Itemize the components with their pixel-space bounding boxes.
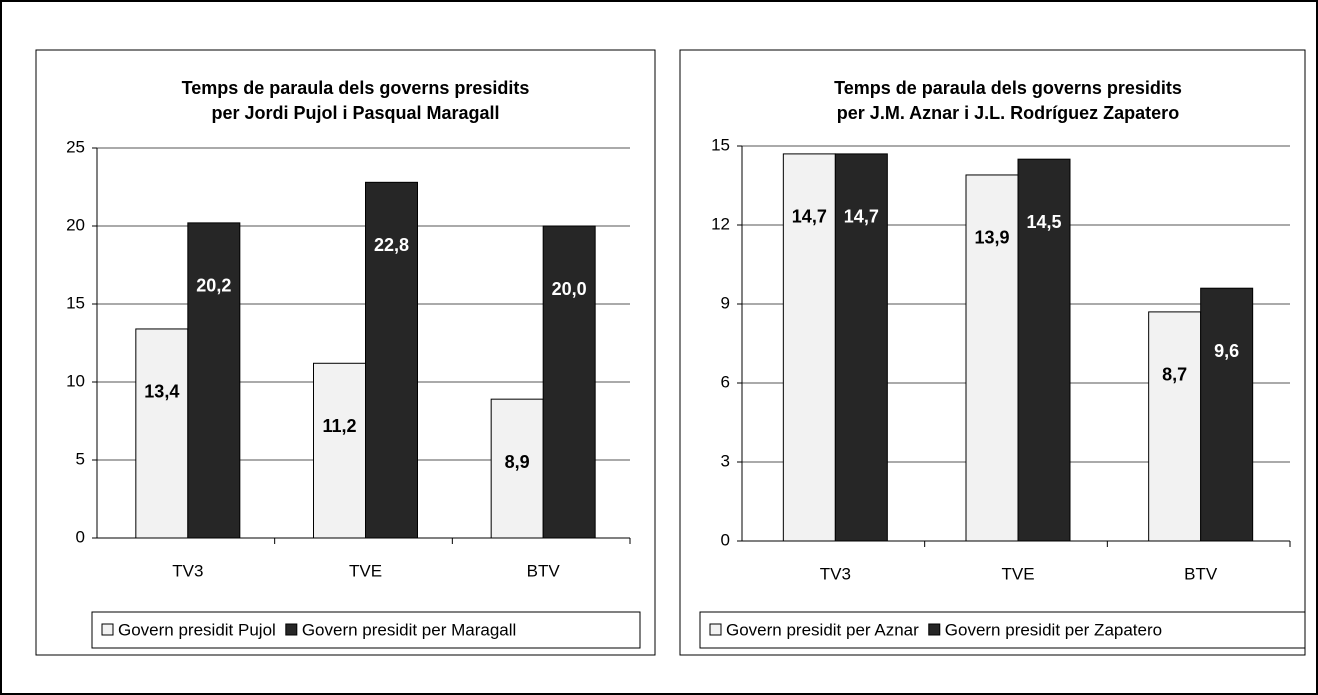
bar bbox=[965, 174, 1019, 542]
bar bbox=[135, 328, 189, 539]
chart-title: Temps de paraula dels governs presidits bbox=[182, 78, 530, 98]
data-label: 8,7 bbox=[1162, 365, 1187, 385]
data-label: 14,7 bbox=[792, 207, 827, 227]
x-tick-label: TVE bbox=[1001, 564, 1034, 583]
legend-label: Govern presidit per Aznar bbox=[726, 620, 919, 639]
data-label: 8,9 bbox=[505, 452, 530, 472]
x-tick-label: TV3 bbox=[820, 564, 851, 583]
x-tick-label: BTV bbox=[1184, 564, 1218, 583]
data-label: 22,8 bbox=[374, 235, 409, 255]
y-tick-label: 25 bbox=[66, 137, 85, 156]
legend bbox=[91, 611, 641, 649]
bar bbox=[187, 222, 241, 539]
data-label: 14,5 bbox=[1026, 212, 1061, 232]
data-label: 14,7 bbox=[844, 207, 879, 227]
y-tick-label: 0 bbox=[721, 530, 730, 549]
legend-label: Govern presidit per Zapatero bbox=[945, 620, 1162, 639]
y-tick-label: 9 bbox=[721, 293, 730, 312]
y-tick-label: 15 bbox=[66, 293, 85, 312]
data-label: 20,0 bbox=[552, 279, 587, 299]
legend-swatch bbox=[709, 623, 722, 636]
bar bbox=[490, 398, 544, 539]
y-tick-label: 20 bbox=[66, 215, 85, 234]
x-tick-label: BTV bbox=[527, 561, 561, 580]
y-tick-label: 6 bbox=[721, 372, 730, 391]
y-tick-label: 3 bbox=[721, 451, 730, 470]
bar bbox=[1148, 311, 1202, 542]
legend-swatch bbox=[285, 623, 298, 636]
chart-subtitle: per Jordi Pujol i Pasqual Maragall bbox=[211, 103, 499, 123]
data-label: 20,2 bbox=[196, 276, 231, 296]
legend-swatch bbox=[928, 623, 941, 636]
bar bbox=[1017, 158, 1071, 542]
bar bbox=[782, 153, 836, 542]
y-tick-label: 15 bbox=[711, 135, 730, 154]
chart-title: Temps de paraula dels governs presidits bbox=[834, 78, 1182, 98]
bar bbox=[834, 153, 888, 542]
x-tick-label: TVE bbox=[349, 561, 382, 580]
legend-label: Govern presidit per Maragall bbox=[302, 620, 516, 639]
bar bbox=[365, 181, 418, 539]
legend-label: Govern presidit Pujol bbox=[118, 620, 276, 639]
chart-subtitle: per J.M. Aznar i J.L. Rodríguez Zapatero bbox=[837, 103, 1179, 123]
data-label: 11,2 bbox=[322, 416, 356, 436]
legend bbox=[699, 611, 1306, 649]
bar bbox=[313, 362, 366, 539]
bar bbox=[1200, 287, 1254, 542]
x-tick-label: TV3 bbox=[172, 561, 203, 580]
data-label: 13,9 bbox=[974, 228, 1009, 248]
y-tick-label: 0 bbox=[76, 527, 85, 546]
legend-swatch bbox=[101, 623, 114, 636]
data-label: 13,4 bbox=[144, 382, 179, 402]
bar bbox=[542, 225, 596, 539]
y-tick-label: 12 bbox=[711, 214, 730, 233]
data-label: 9,6 bbox=[1214, 341, 1239, 361]
y-tick-label: 10 bbox=[66, 371, 85, 390]
y-tick-label: 5 bbox=[76, 449, 85, 468]
